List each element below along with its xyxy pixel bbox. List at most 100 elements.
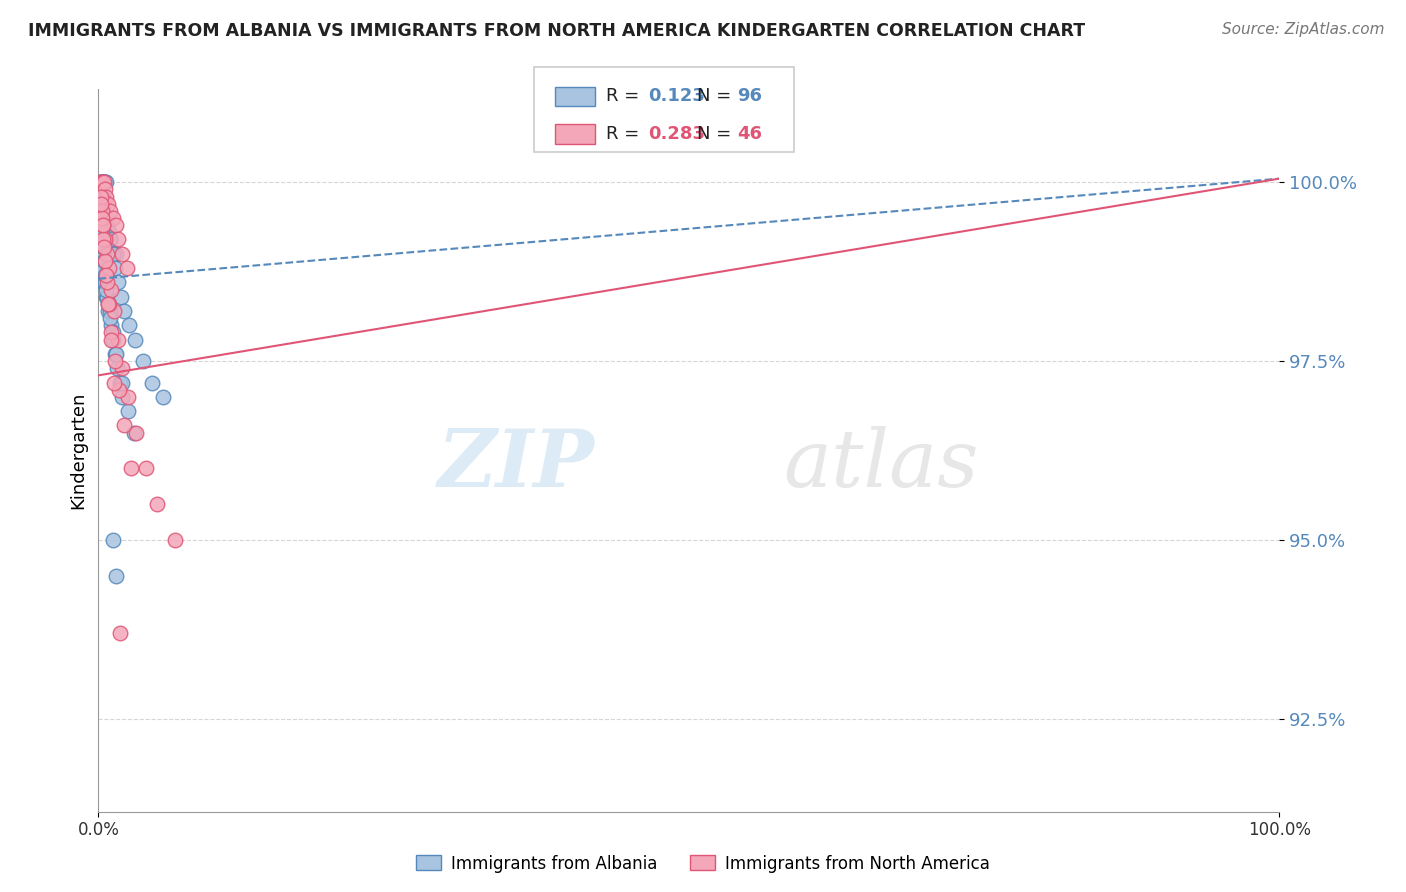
Point: [90, 175, 112, 189]
Point: [91, 182, 114, 196]
Point: [90, 175, 112, 189]
Point: [100, 333, 122, 347]
Point: [91, 203, 114, 218]
Point: [90, 211, 112, 225]
Point: [89, 218, 111, 232]
Point: [104, 354, 127, 368]
Point: [93, 196, 115, 211]
Text: Source: ZipAtlas.com: Source: ZipAtlas.com: [1222, 22, 1385, 37]
Point: [105, 246, 128, 260]
Point: [141, 376, 163, 390]
Point: [110, 290, 132, 304]
Point: [94, 218, 117, 232]
Point: [94, 203, 117, 218]
Point: [93, 232, 115, 246]
Point: [91, 276, 114, 290]
Point: [91, 211, 114, 225]
Point: [91, 218, 114, 232]
Point: [90, 189, 112, 203]
Point: [93, 218, 115, 232]
Point: [100, 326, 122, 340]
Point: [124, 333, 146, 347]
Point: [93, 246, 115, 260]
Point: [146, 497, 169, 511]
Point: [103, 376, 125, 390]
Point: [90, 175, 112, 189]
Point: [107, 276, 129, 290]
Point: [90, 203, 112, 218]
Point: [91, 175, 114, 189]
Point: [97, 232, 120, 246]
Point: [112, 304, 135, 318]
Point: [96, 189, 118, 203]
Point: [107, 333, 129, 347]
Point: [91, 189, 114, 203]
Point: [91, 175, 114, 189]
Point: [101, 246, 124, 260]
Point: [165, 533, 187, 547]
Point: [97, 297, 120, 311]
Point: [93, 218, 115, 232]
Point: [90, 225, 112, 239]
Point: [91, 239, 114, 253]
Point: [100, 283, 122, 297]
Point: [111, 361, 134, 376]
Text: R =: R =: [606, 125, 645, 143]
Point: [117, 404, 139, 418]
Point: [108, 626, 131, 640]
Point: [118, 318, 141, 333]
Point: [96, 232, 118, 246]
Point: [121, 461, 143, 475]
Point: [93, 175, 115, 189]
Point: [93, 253, 115, 268]
Point: [98, 304, 121, 318]
Point: [93, 175, 115, 189]
Point: [97, 297, 120, 311]
Point: [91, 232, 114, 246]
Point: [96, 276, 118, 290]
Point: [93, 276, 115, 290]
Point: [105, 568, 128, 582]
Text: R =: R =: [606, 87, 645, 105]
Point: [97, 260, 120, 275]
Text: ZIP: ZIP: [437, 426, 595, 504]
Point: [93, 239, 115, 253]
Point: [90, 203, 112, 218]
Point: [89, 203, 111, 218]
Point: [132, 354, 155, 368]
Point: [111, 390, 134, 404]
Point: [94, 268, 117, 283]
Text: N =: N =: [697, 125, 737, 143]
Point: [115, 260, 138, 275]
Point: [90, 218, 112, 232]
Point: [94, 182, 117, 196]
Point: [98, 203, 121, 218]
Point: [90, 189, 112, 203]
Point: [90, 260, 112, 275]
Point: [91, 189, 114, 203]
Point: [152, 390, 174, 404]
Point: [90, 175, 112, 189]
Point: [91, 218, 114, 232]
Point: [90, 218, 112, 232]
Point: [101, 211, 124, 225]
Point: [104, 347, 127, 361]
Point: [98, 232, 121, 246]
Point: [98, 311, 121, 326]
Point: [101, 533, 124, 547]
Point: [94, 232, 117, 246]
Point: [96, 246, 118, 260]
Point: [108, 376, 131, 390]
Point: [107, 232, 129, 246]
Point: [90, 203, 112, 218]
Point: [105, 347, 128, 361]
Text: 0.283: 0.283: [648, 125, 706, 143]
Point: [97, 232, 120, 246]
Point: [96, 290, 118, 304]
Point: [94, 290, 117, 304]
Point: [90, 175, 112, 189]
Point: [89, 260, 111, 275]
Point: [111, 246, 134, 260]
Point: [93, 175, 115, 189]
Point: [97, 196, 120, 211]
